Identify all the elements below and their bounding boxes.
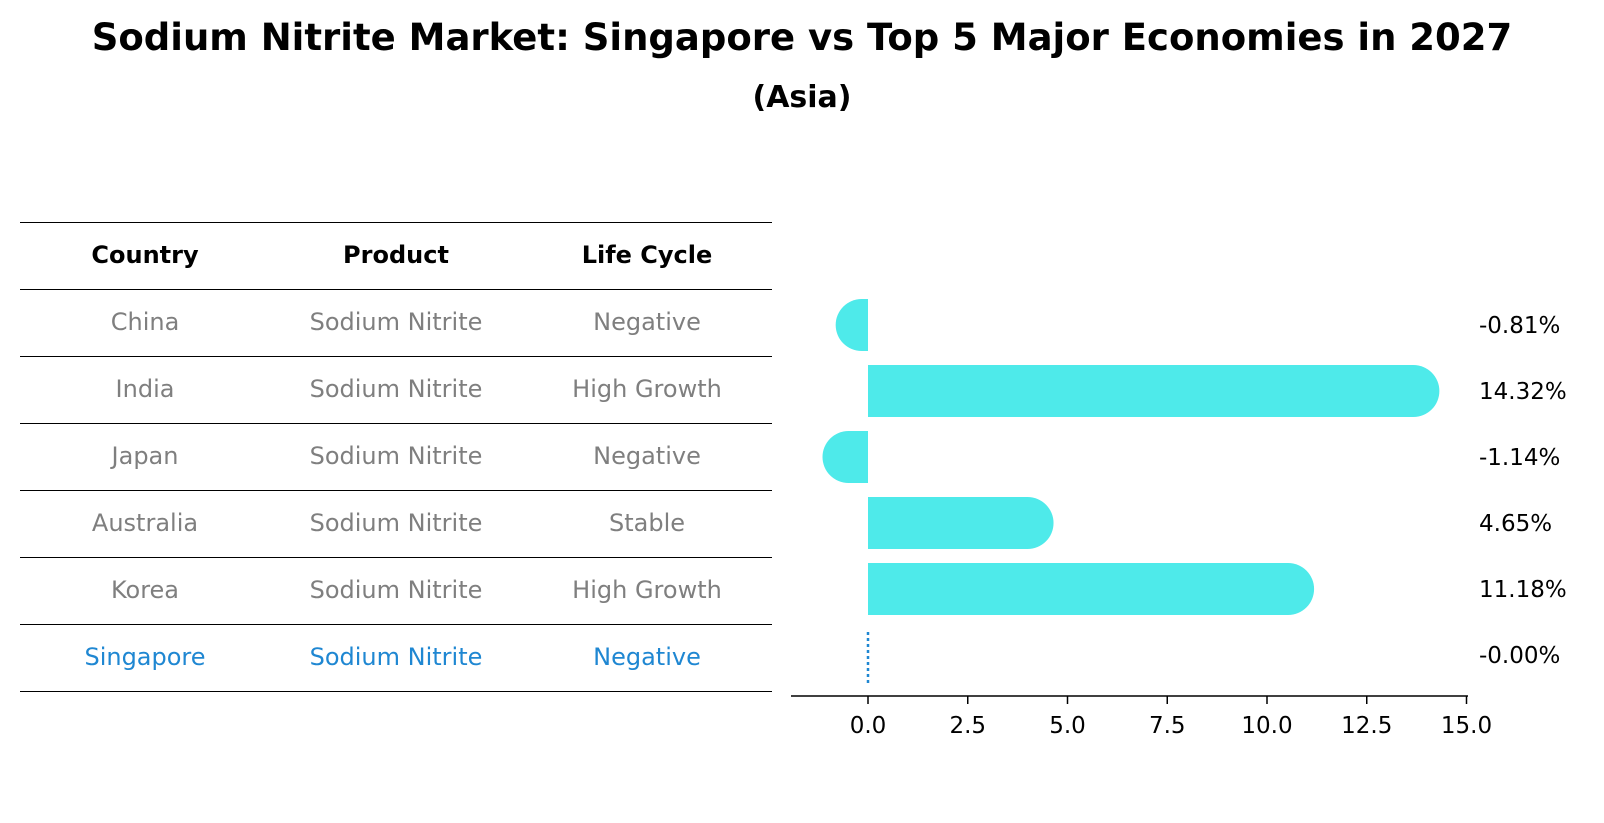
chart-subtitle: (Asia)	[752, 80, 852, 115]
value-label-japan: -1.14%	[1479, 445, 1560, 471]
cell-country: Australia	[91, 509, 199, 537]
x-tick-label: 0.0	[850, 713, 887, 739]
cell-life-cycle-highlight: Negative	[593, 643, 701, 671]
bar-china	[835, 299, 868, 351]
bar-india	[868, 365, 1440, 417]
x-tick-label: 10.0	[1241, 713, 1292, 739]
cell-product-highlight: Sodium Nitrite	[309, 643, 483, 671]
cell-life-cycle: High Growth	[572, 375, 722, 403]
value-label-singapore: -0.00%	[1479, 643, 1560, 669]
table-rule	[20, 490, 772, 491]
value-label-india: 14.32%	[1479, 379, 1567, 405]
cell-product: Sodium Nitrite	[309, 308, 483, 336]
chart-title: Sodium Nitrite Market: Singapore vs Top …	[91, 16, 1513, 59]
bar-japan	[822, 431, 868, 483]
x-tick-label: 7.5	[1149, 713, 1186, 739]
cell-product: Sodium Nitrite	[309, 375, 483, 403]
cell-product: Sodium Nitrite	[309, 509, 483, 537]
cell-product: Sodium Nitrite	[309, 576, 483, 604]
bar-australia	[868, 497, 1054, 549]
header-country: Country	[91, 241, 199, 269]
table-rule	[20, 423, 772, 424]
cell-country: Korea	[110, 576, 180, 604]
table-rule	[20, 222, 772, 223]
cell-country-highlight: Singapore	[84, 643, 206, 671]
header-life-cycle: Life Cycle	[581, 241, 713, 269]
cell-country: Japan	[111, 442, 179, 470]
table-rule	[20, 624, 772, 625]
value-label-australia: 4.65%	[1479, 511, 1552, 537]
cell-life-cycle: Negative	[593, 442, 701, 470]
cell-life-cycle: High Growth	[572, 576, 722, 604]
x-tick-label: 15.0	[1441, 713, 1492, 739]
header-product: Product	[343, 241, 449, 269]
cell-life-cycle: Stable	[608, 509, 686, 537]
value-label-korea: 11.18%	[1479, 577, 1567, 603]
x-tick-label: 2.5	[949, 713, 986, 739]
bar-korea	[868, 563, 1315, 615]
x-tick-label: 12.5	[1341, 713, 1392, 739]
table-rule	[20, 557, 772, 558]
table-rule	[20, 289, 772, 290]
table-rule	[20, 356, 772, 357]
x-tick-label: 5.0	[1049, 713, 1086, 739]
value-label-china: -0.81%	[1479, 313, 1560, 339]
table-rule	[20, 691, 772, 692]
cell-life-cycle: Negative	[593, 308, 701, 336]
cell-country: India	[115, 375, 175, 403]
cell-country: China	[110, 308, 180, 336]
cell-product: Sodium Nitrite	[309, 442, 483, 470]
